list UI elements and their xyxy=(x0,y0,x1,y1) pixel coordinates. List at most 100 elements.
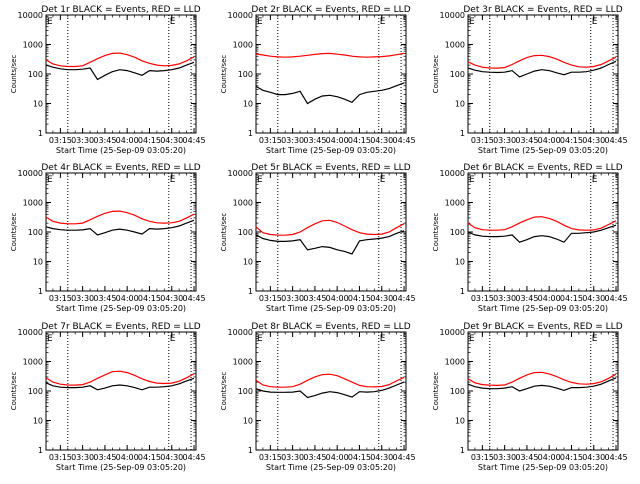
x-tick-label: 04:45 xyxy=(392,294,415,303)
marker-label: E xyxy=(257,17,263,27)
x-tick-label: 04:15 xyxy=(560,294,583,303)
plot-frame xyxy=(45,331,197,451)
marker-label: E xyxy=(257,334,263,344)
y-axis-label: Counts/sec xyxy=(220,55,228,94)
y-tick-label: 10000 xyxy=(440,169,465,178)
x-axis-label: Start Time (25-Sep-09 03:05:20) xyxy=(478,146,608,155)
plot-title: Det 1r BLACK = Events, RED = LLD xyxy=(41,5,200,15)
x-tick-label: 03:45 xyxy=(303,294,326,303)
series-line-events xyxy=(467,60,617,78)
y-tick-label: 1 xyxy=(38,446,43,455)
marker-label: E xyxy=(170,17,176,27)
series-line-events xyxy=(467,377,617,392)
x-tick-label: 04:00 xyxy=(538,453,561,462)
series-line-lld xyxy=(255,219,405,236)
series-line-events xyxy=(255,230,405,255)
x-tick-label: 03:45 xyxy=(515,294,538,303)
marker-label: E xyxy=(257,175,263,185)
x-axis-label: Start Time (25-Sep-09 03:05:20) xyxy=(56,304,186,313)
plot-frame xyxy=(255,14,407,134)
plot-panel-2: Det 2r BLACK = Events, RED = LLD 1 10 100 10… xyxy=(220,5,416,155)
y-tick-label: 10000 xyxy=(18,328,43,337)
x-tick-label: 03:45 xyxy=(93,136,116,145)
y-tick-label: 10 xyxy=(33,258,43,267)
x-tick-label: 04:15 xyxy=(560,453,583,462)
x-tick-label: 03:30 xyxy=(493,136,516,145)
x-tick-label: 03:30 xyxy=(281,453,304,462)
y-tick-label: 10 xyxy=(243,100,253,109)
x-tick-label: 03:30 xyxy=(71,294,94,303)
x-tick-label: 04:30 xyxy=(160,453,183,462)
plot-title: Det 6r BLACK = Events, RED = LLD xyxy=(463,163,622,173)
plot-frame xyxy=(45,14,197,134)
x-axis-label: Start Time (25-Sep-09 03:05:20) xyxy=(266,304,396,313)
y-tick-label: 10 xyxy=(243,417,253,426)
y-tick-label: 100 xyxy=(28,228,43,237)
y-tick-label: 100 xyxy=(238,387,253,396)
y-axis-label: Counts/sec xyxy=(432,55,440,94)
x-tick-label: 03:15 xyxy=(471,294,494,303)
x-tick-label: 04:45 xyxy=(392,136,415,145)
x-tick-label: 04:45 xyxy=(182,294,205,303)
y-tick-label: 10000 xyxy=(18,169,43,178)
marker-label: E xyxy=(592,175,598,185)
x-tick-label: 03:15 xyxy=(259,453,282,462)
series-line-lld xyxy=(467,216,617,231)
x-tick-label: 03:15 xyxy=(471,136,494,145)
y-tick-label: 10000 xyxy=(228,169,253,178)
y-tick-label: 1000 xyxy=(445,41,465,50)
plot-frame xyxy=(45,172,197,292)
x-tick-label: 03:45 xyxy=(303,453,326,462)
x-axis-label: Start Time (25-Sep-09 03:05:20) xyxy=(266,146,396,155)
marker-label: E xyxy=(170,334,176,344)
x-tick-label: 04:15 xyxy=(138,136,161,145)
marker-label: E xyxy=(47,175,53,185)
x-tick-label: 03:15 xyxy=(49,136,72,145)
x-tick-label: 04:00 xyxy=(326,294,349,303)
series-line-lld xyxy=(255,52,405,58)
y-axis-label: Counts/sec xyxy=(432,213,440,252)
x-tick-label: 04:15 xyxy=(348,453,371,462)
y-tick-label: 1 xyxy=(460,446,465,455)
plot-title: Det 4r BLACK = Events, RED = LLD xyxy=(41,163,200,173)
plot-panel-5: Det 5r BLACK = Events, RED = LLD 1 10 100 10… xyxy=(220,163,416,313)
plot-title: Det 9r BLACK = Events, RED = LLD xyxy=(463,322,622,332)
y-tick-label: 1 xyxy=(248,129,253,138)
x-tick-label: 04:00 xyxy=(116,136,139,145)
x-axis-label: Start Time (25-Sep-09 03:05:20) xyxy=(478,304,608,313)
x-axis-label: Start Time (25-Sep-09 03:05:20) xyxy=(478,463,608,472)
y-tick-label: 1 xyxy=(460,287,465,296)
plot-frame xyxy=(255,331,407,451)
series-line-lld xyxy=(255,373,405,388)
plot-panel-8: Det 8r BLACK = Events, RED = LLD 1 10 100 10… xyxy=(220,322,416,472)
y-tick-label: 10 xyxy=(455,417,465,426)
y-axis-label: Counts/sec xyxy=(10,213,18,252)
y-tick-label: 1000 xyxy=(445,199,465,208)
x-tick-label: 03:15 xyxy=(259,294,282,303)
x-tick-label: 03:30 xyxy=(71,136,94,145)
x-tick-label: 04:45 xyxy=(182,136,205,145)
plot-frame xyxy=(467,14,619,134)
y-tick-label: 1 xyxy=(248,287,253,296)
plot-title: Det 2r BLACK = Events, RED = LLD xyxy=(251,5,410,15)
y-axis-label: Counts/sec xyxy=(220,372,228,411)
x-tick-label: 04:00 xyxy=(116,453,139,462)
y-tick-label: 100 xyxy=(238,70,253,79)
plot-title: Det 5r BLACK = Events, RED = LLD xyxy=(251,163,410,173)
marker-label: E xyxy=(47,334,53,344)
plot-title: Det 3r BLACK = Events, RED = LLD xyxy=(463,5,622,15)
y-tick-label: 1 xyxy=(460,129,465,138)
y-tick-label: 1 xyxy=(38,287,43,296)
x-tick-label: 04:45 xyxy=(392,453,415,462)
x-tick-label: 04:45 xyxy=(604,294,627,303)
marker-label: E xyxy=(47,17,53,27)
x-tick-label: 04:00 xyxy=(538,136,561,145)
x-tick-label: 03:30 xyxy=(281,294,304,303)
x-tick-label: 04:30 xyxy=(370,453,393,462)
x-tick-label: 04:15 xyxy=(138,453,161,462)
x-axis-label: Start Time (25-Sep-09 03:05:20) xyxy=(266,463,396,472)
marker-label: E xyxy=(380,175,386,185)
series-line-lld xyxy=(467,371,617,387)
